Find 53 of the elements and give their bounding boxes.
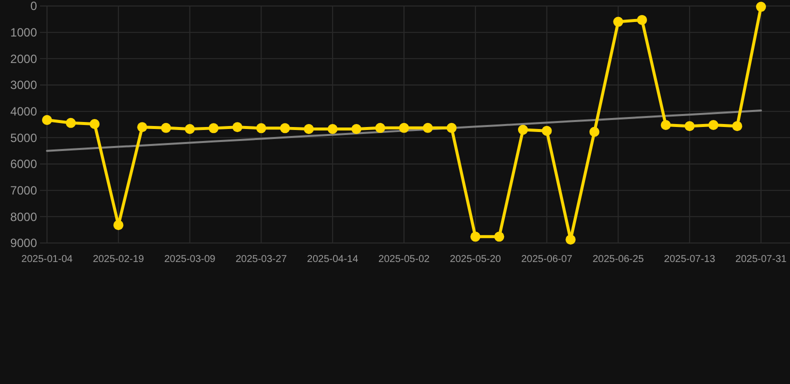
y-tick-label: 4000 [10, 104, 38, 119]
y-tick-label: 5000 [10, 130, 38, 145]
point [399, 122, 409, 133]
y-tick-label: 3000 [10, 78, 38, 92]
point [232, 122, 242, 132]
point [208, 123, 219, 134]
point [542, 126, 552, 136]
x-tick-label: 2025-07-31 [735, 254, 788, 265]
point [304, 124, 314, 134]
y-tick-label: 0 [30, 0, 38, 14]
point [470, 232, 480, 242]
x-tick-label: 2025-07-13 [664, 254, 716, 265]
point [446, 122, 457, 133]
point [589, 126, 600, 137]
point [494, 232, 504, 242]
y-tick-label: 8000 [10, 210, 38, 224]
point [90, 118, 100, 129]
point [351, 124, 362, 134]
y-tick-label: 6000 [10, 157, 38, 172]
point [375, 122, 386, 133]
x-tick-label: 2025-03-09 [164, 254, 216, 265]
point [66, 118, 76, 128]
point [280, 123, 290, 134]
point [328, 124, 338, 134]
x-tick-label: 2025-01-04 [21, 254, 74, 265]
x-tick-label: 2025-03-27 [236, 254, 288, 265]
point [613, 16, 624, 27]
point [637, 14, 647, 25]
y-tick-label: 1000 [10, 26, 38, 40]
x-tick-label: 2025-06-25 [592, 254, 644, 265]
point [422, 122, 433, 133]
point [684, 121, 695, 132]
point [137, 122, 148, 132]
point [518, 124, 528, 135]
x-tick-label: 2025-04-14 [307, 254, 359, 265]
point [660, 120, 671, 130]
x-tick-label: 2025-05-02 [378, 254, 430, 265]
line-series [46, 110, 762, 152]
x-tick-label: 2025-02-19 [92, 254, 144, 265]
point [256, 123, 266, 134]
point [708, 120, 718, 130]
y-tick-label: 2000 [10, 52, 38, 66]
point [184, 124, 195, 134]
point [161, 122, 171, 133]
point [756, 2, 766, 12]
point [732, 121, 742, 132]
y-tick-label: 9000 [10, 236, 38, 250]
x-tick-label: 2025-06-07 [521, 254, 573, 265]
point [566, 234, 576, 245]
point [42, 115, 52, 126]
point [113, 220, 124, 230]
x-tick-label: 2025-05-20 [450, 254, 502, 265]
y-tick-label: 7000 [10, 184, 38, 198]
